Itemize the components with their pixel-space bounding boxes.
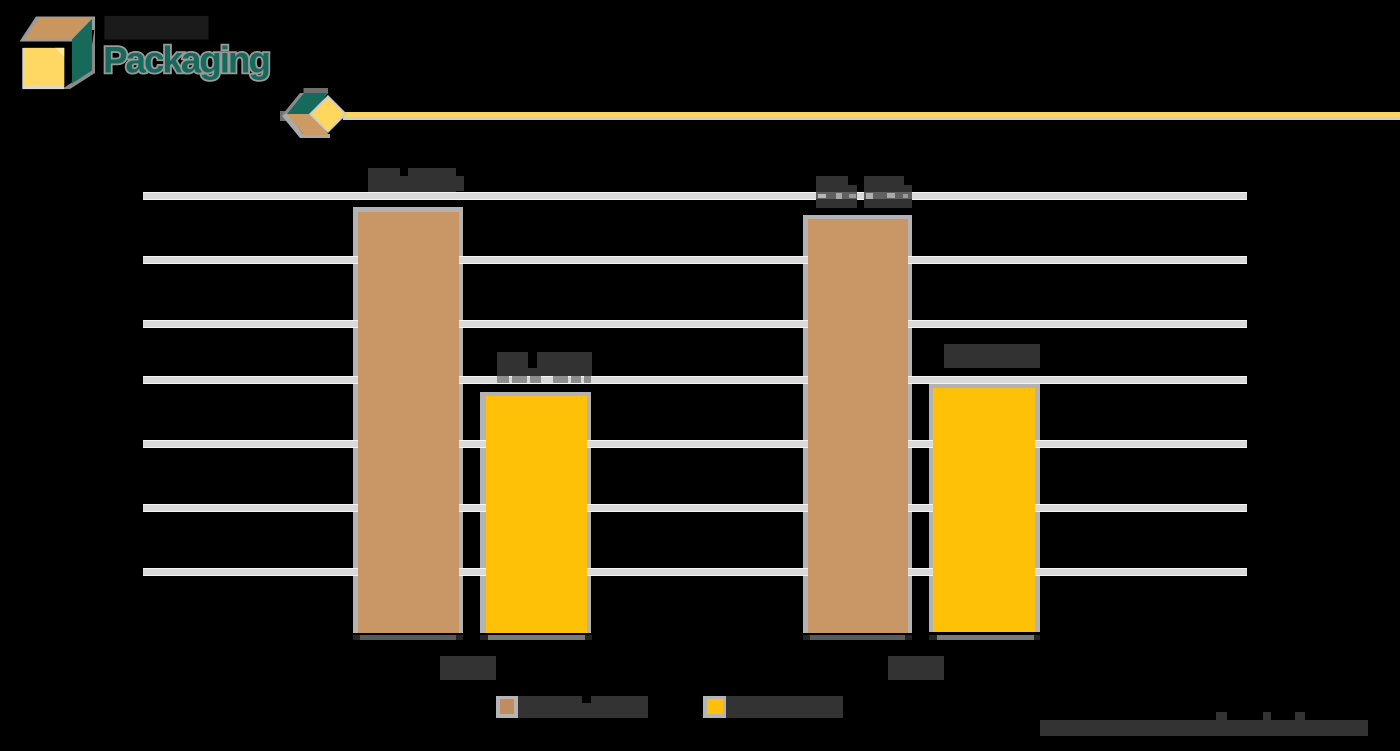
svg-text:Packaging: Packaging (103, 40, 270, 81)
